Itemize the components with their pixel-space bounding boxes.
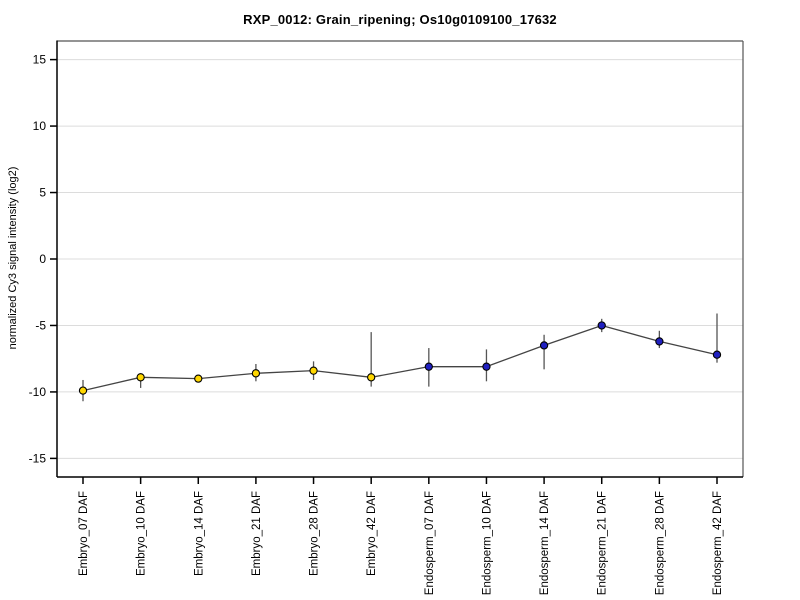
y-axis-label: normalized Cy3 signal intensity (log2) xyxy=(7,166,19,350)
x-tick-label: Embryo_10 DAF xyxy=(136,491,148,576)
data-point xyxy=(597,321,606,330)
y-tick-label: -10 xyxy=(29,385,47,399)
y-tick-label: -15 xyxy=(29,451,47,465)
data-point xyxy=(539,341,549,350)
x-tick-label: Endosperm_07 DAF xyxy=(424,491,436,595)
series-line xyxy=(82,324,718,392)
data-point xyxy=(194,374,203,383)
x-tick-label: Embryo_42 DAF xyxy=(366,491,378,576)
data-point xyxy=(712,350,722,359)
x-tick-label: Endosperm_28 DAF xyxy=(654,491,666,595)
data-point xyxy=(367,373,376,382)
y-tick-label: 5 xyxy=(39,186,46,200)
x-tick-label: Endosperm_10 DAF xyxy=(481,491,493,595)
x-tick-label: Embryo_14 DAF xyxy=(193,491,205,576)
data-point xyxy=(424,362,433,371)
y-tick-label: -5 xyxy=(35,318,46,332)
data-point xyxy=(309,366,318,375)
data-point xyxy=(78,386,88,395)
x-tick-label: Endosperm_21 DAF xyxy=(597,491,609,595)
x-tick-label: Endosperm_14 DAF xyxy=(539,491,551,595)
chart-title: RXP_0012: Grain_ripening; Os10g0109100_1… xyxy=(243,12,557,27)
y-tick-label: 0 xyxy=(39,252,46,266)
x-tick-label: Embryo_21 DAF xyxy=(251,491,263,576)
x-tick-label: Endosperm_42 DAF xyxy=(712,491,724,595)
y-tick-label: 15 xyxy=(33,53,47,67)
x-tick-label: Embryo_28 DAF xyxy=(309,491,321,576)
data-point xyxy=(136,373,145,382)
data-point xyxy=(655,337,664,346)
x-tick-label: Embryo_07 DAF xyxy=(78,491,90,576)
y-tick-label: 10 xyxy=(33,119,47,133)
data-point xyxy=(251,369,261,378)
data-point xyxy=(482,362,491,371)
